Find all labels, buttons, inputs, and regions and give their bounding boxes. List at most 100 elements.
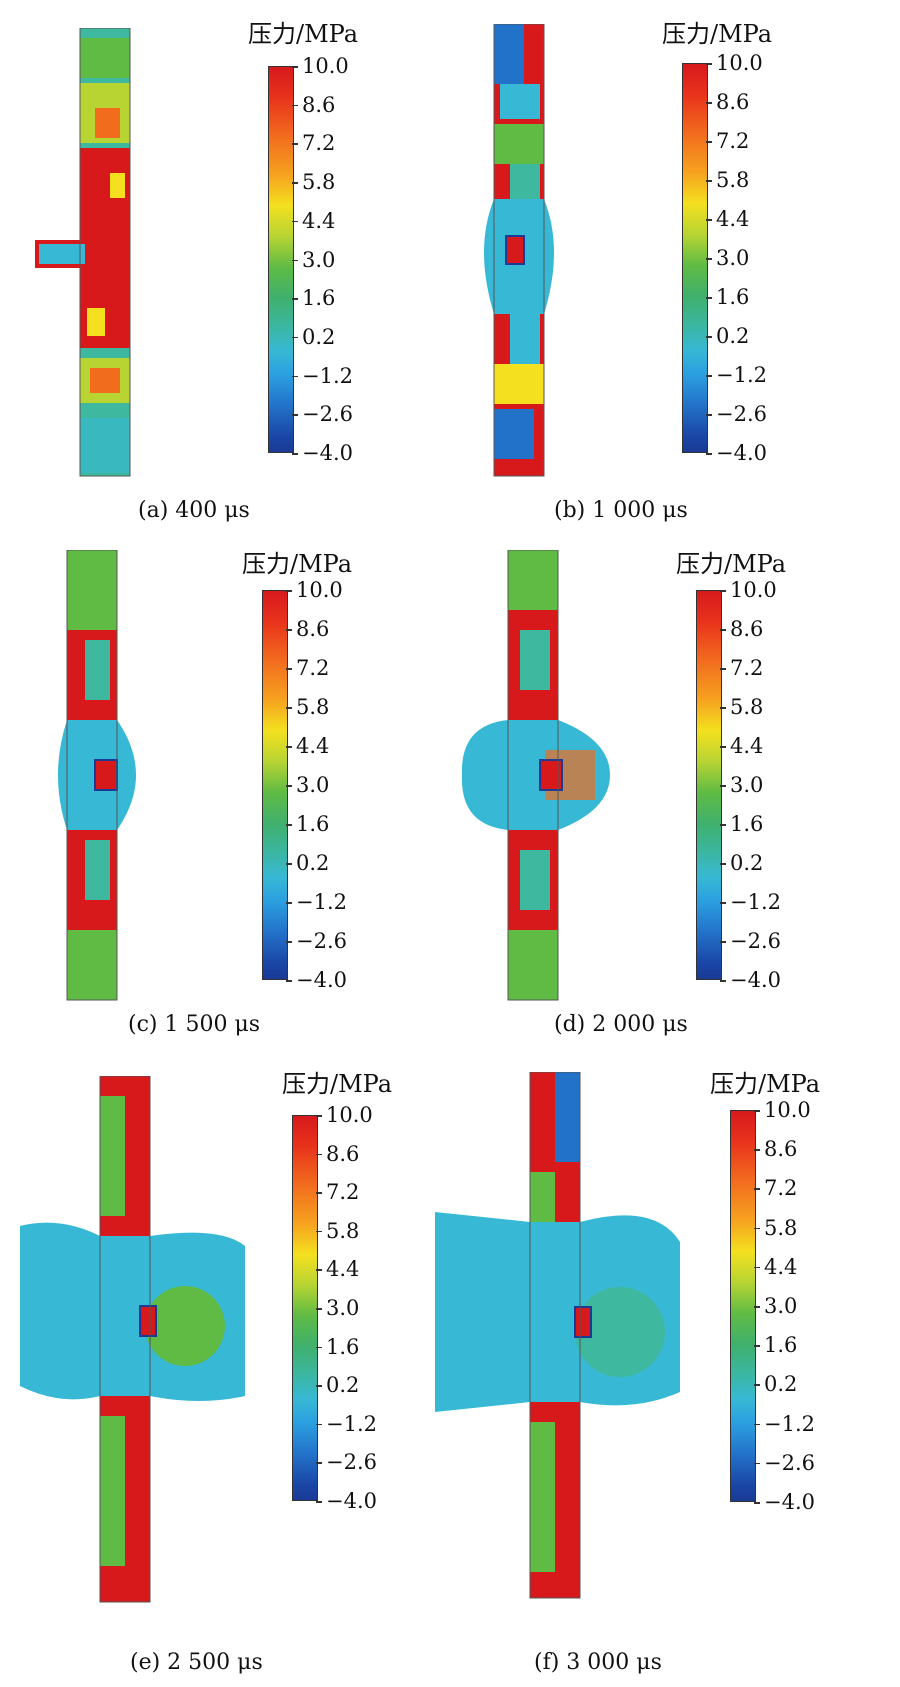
tick-label: 0.2 (716, 324, 750, 348)
tick-label: −2.6 (716, 402, 767, 426)
tick-label: 10.0 (716, 51, 763, 75)
tick-mark (706, 375, 712, 377)
caption-a: (a) 400 μs (138, 498, 250, 523)
scale-title: 压力/MPa (242, 550, 353, 578)
tick-mark (706, 180, 712, 182)
tick-mark (720, 902, 726, 904)
tick-mark (754, 1149, 760, 1151)
tick-label: 8.6 (764, 1137, 798, 1162)
tick-mark (316, 1115, 322, 1117)
tick-label: 0.2 (730, 851, 764, 875)
tick-label: 3.0 (764, 1294, 798, 1318)
tick-label: 10.0 (326, 1103, 373, 1127)
tick-mark (292, 259, 298, 261)
pressure-field-d (461, 550, 610, 1001)
tick-mark (706, 141, 712, 143)
tick-label: 5.8 (730, 695, 764, 719)
tick-label: 8.6 (716, 90, 750, 114)
tick-label: 1.6 (326, 1334, 360, 1359)
tick-label: 7.2 (716, 129, 750, 153)
tick-label: 7.2 (302, 131, 336, 156)
caption-d: (d) 2 000 μs (554, 1012, 688, 1037)
tick-mark (720, 785, 726, 787)
scale-title: 压力/MPa (676, 550, 787, 578)
tick-mark (720, 707, 726, 709)
tick-mark (754, 1462, 760, 1465)
caption-e: (e) 2 500 μs (130, 1650, 263, 1675)
tick-mark (316, 1501, 322, 1503)
tick-label: 3.0 (326, 1296, 360, 1320)
tick-label: −2.6 (296, 929, 347, 953)
tick-label: −1.2 (326, 1411, 377, 1436)
tick-mark (316, 1462, 322, 1464)
tick-mark (292, 298, 298, 300)
tick-mark (286, 785, 292, 787)
tick-mark (754, 1384, 760, 1386)
tick-label: −4.0 (730, 968, 781, 992)
tick-label: 10.0 (730, 578, 777, 602)
tick-mark (706, 258, 712, 260)
tick-mark (720, 746, 726, 748)
tick-mark (292, 220, 298, 223)
tick-mark (706, 336, 712, 338)
tick-label: −1.2 (302, 363, 353, 388)
tick-mark (292, 182, 298, 184)
tick-mark (754, 1110, 760, 1112)
tick-label: −1.2 (764, 1411, 815, 1436)
tick-label: 0.2 (764, 1372, 798, 1397)
tick-mark (292, 453, 298, 455)
tick-label: 3.0 (730, 773, 764, 797)
tick-label: 5.8 (716, 168, 750, 192)
colorbar (262, 590, 288, 980)
tick-label: 7.2 (764, 1176, 798, 1201)
tick-label: 0.2 (326, 1373, 360, 1398)
scale-title: 压力/MPa (282, 1070, 393, 1098)
tick-label: −4.0 (716, 441, 767, 465)
tick-mark (286, 824, 292, 826)
tick-label: −1.2 (716, 363, 767, 387)
tick-mark (286, 863, 292, 865)
tick-label: −2.6 (764, 1450, 815, 1475)
tick-mark (706, 219, 712, 221)
tick-mark (754, 1266, 760, 1269)
tick-mark (316, 1423, 322, 1426)
tick-mark (292, 375, 298, 378)
tick-mark (720, 980, 726, 982)
tick-mark (316, 1346, 322, 1349)
colorbar (682, 63, 708, 453)
tick-mark (286, 902, 292, 904)
tick-label: 10.0 (302, 54, 349, 78)
tick-label: 4.4 (296, 734, 330, 758)
tick-mark (720, 941, 726, 943)
tick-mark (754, 1188, 760, 1190)
tick-label: 8.6 (302, 92, 336, 117)
panel-c: 压力/MPa (c) 1 500 μs 10.0 8.6 7.2 5.8 4.4 3.0 1… (0, 540, 450, 1050)
pressure-field-f (435, 1072, 680, 1599)
tick-label: 1.6 (716, 285, 750, 309)
tick-label: −4.0 (764, 1490, 815, 1514)
pressure-field-e (20, 1076, 245, 1603)
tick-mark (720, 863, 726, 865)
tick-label: 7.2 (730, 656, 764, 680)
colorbar (696, 590, 722, 980)
tick-label: 1.6 (764, 1333, 798, 1358)
tick-label: 1.6 (302, 286, 336, 311)
tick-label: 1.6 (296, 812, 330, 836)
tick-label: −1.2 (730, 890, 781, 914)
panel-d: 压力/MPa (d) 2 000 μs 10.0 8.6 7.2 5.8 4.4 3.0 1… (450, 540, 900, 1050)
tick-mark (316, 1230, 322, 1233)
tick-mark (316, 1153, 322, 1156)
tick-mark (706, 102, 712, 104)
panel-e: 压力/MPa (e) 2 500 μs 10.0 8.6 7.2 5.8 4.4 3.0 1… (0, 1050, 450, 1687)
tick-mark (316, 1192, 322, 1194)
tick-label: 7.2 (326, 1180, 360, 1205)
caption-f: (f) 3 000 μs (534, 1650, 662, 1675)
pressure-field-b (484, 24, 554, 477)
scale-title: 压力/MPa (662, 20, 773, 48)
tick-label: −2.6 (326, 1450, 377, 1475)
tick-label: 4.4 (764, 1254, 798, 1279)
tick-label: 5.8 (296, 695, 330, 719)
tick-mark (720, 629, 726, 631)
tick-mark (292, 104, 298, 107)
scale-title: 压力/MPa (710, 1070, 821, 1098)
